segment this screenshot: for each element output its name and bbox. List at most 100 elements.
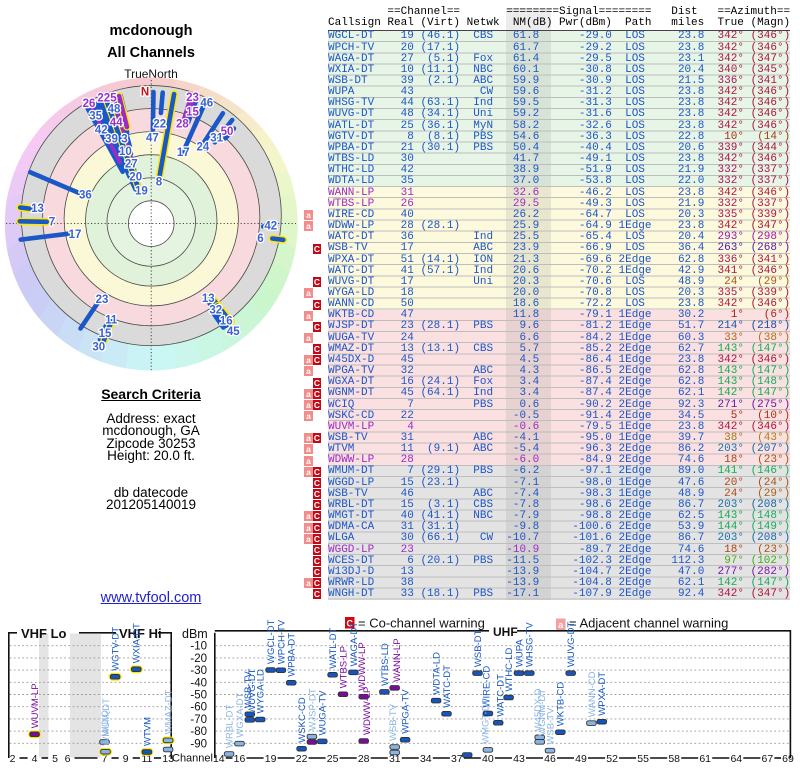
svg-text:17: 17 [69,229,82,241]
svg-text:WGXA-DT: WGXA-DT [235,693,246,738]
svg-text:-10: -10 [190,641,207,653]
svg-text:WSKC-CD: WSKC-CD [297,697,308,743]
svg-text:WJSP-DT: WJSP-DT [307,688,318,730]
svg-text:49: 49 [575,753,587,765]
svg-text:3: 3 [121,133,127,145]
svg-text:WUGA-TV: WUGA-TV [318,690,329,736]
svg-text:27: 27 [125,159,138,171]
svg-text:11: 11 [105,315,118,327]
svg-text:31: 31 [389,753,401,765]
svg-text:61: 61 [699,753,711,765]
svg-text:69: 69 [782,753,794,765]
svg-text:VHF Hi: VHF Hi [119,626,162,641]
svg-text:WANN-LP: WANN-LP [392,638,403,681]
svg-text:WXIA-DT: WXIA-DT [132,623,143,663]
svg-text:52: 52 [606,753,618,765]
svg-text:WDWW-LP: WDWW-LP [362,687,373,735]
svg-text:25: 25 [327,753,339,765]
svg-text:WUPA: WUPA [514,639,525,667]
svg-text:17: 17 [177,147,190,159]
svg-text:9: 9 [123,753,129,765]
svg-text:WSB-DT: WSB-DT [473,629,484,667]
svg-text:WPXA-DT: WPXA-DT [597,672,608,716]
svg-text:64: 64 [730,753,742,765]
svg-text:WUVM-LP: WUVM-LP [30,683,41,728]
svg-text:WMUM-DT: WMUM-DT [101,698,112,746]
svg-text:Channel: Channel [172,753,213,765]
svg-text:= Adjacent channel warning: = Adjacent channel warning [569,616,728,631]
svg-text:6: 6 [257,233,263,245]
svg-text:VHF Lo: VHF Lo [21,626,67,641]
svg-text:28: 28 [176,119,189,131]
svg-text:8: 8 [156,177,163,189]
svg-text:WTHC-LD: WTHC-LD [504,648,515,692]
svg-text:46: 46 [200,97,213,109]
svg-text:23: 23 [186,92,199,104]
svg-text:58: 58 [668,753,680,765]
svg-text:22: 22 [296,753,308,765]
svg-text:WSB-TV: WSB-TV [545,707,556,745]
svg-text:WSB-TV: WSB-TV [388,703,399,741]
svg-text:45: 45 [227,326,240,338]
svg-text:13: 13 [202,293,215,305]
svg-text:67: 67 [762,753,774,765]
svg-text:31: 31 [210,132,223,144]
svg-text:-30: -30 [190,665,207,677]
svg-text:WKTB-CD: WKTB-CD [556,682,567,726]
svg-text:15: 15 [99,328,112,340]
svg-text:W45DX-D: W45DX-D [533,688,544,731]
svg-text:WDTA-LD: WDTA-LD [432,652,443,695]
svg-text:13: 13 [162,753,174,765]
svg-text:WGNM-DT: WGNM-DT [537,689,548,736]
svg-text:WATC-DT: WATC-DT [496,674,507,717]
svg-text:-20: -20 [190,653,207,665]
svg-text:C: C [346,619,353,629]
svg-text:-40: -40 [190,677,207,689]
svg-text:WMAZ-DT: WMAZ-DT [164,689,175,734]
svg-text:-70: -70 [190,714,207,726]
svg-text:WATL-DT: WATL-DT [328,627,339,668]
svg-text:39: 39 [105,133,118,145]
svg-text:7: 7 [49,217,55,229]
svg-text:55: 55 [637,753,649,765]
svg-text:WCIQ: WCIQ [100,710,111,736]
svg-text:-90: -90 [190,738,207,750]
svg-text:15: 15 [186,106,199,118]
svg-text:UHF: UHF [493,625,518,639]
svg-text:28: 28 [358,753,370,765]
svg-text:14: 14 [213,753,225,765]
svg-text:7: 7 [102,753,108,765]
svg-text:11: 11 [141,753,152,765]
svg-text:46: 46 [544,753,556,765]
svg-text:WHSG-TV: WHSG-TV [525,622,536,668]
svg-text:WIRE-CD: WIRE-CD [481,666,492,708]
svg-text:10: 10 [119,146,132,158]
svg-text:5: 5 [52,753,58,765]
svg-text:WPCH-TV: WPCH-TV [276,619,287,664]
svg-text:35: 35 [89,110,102,122]
svg-text:WAGA-DT: WAGA-DT [349,622,360,667]
svg-text:26: 26 [83,98,96,110]
svg-text:a: a [558,620,564,630]
svg-text:WTBS-LP: WTBS-LP [338,646,349,688]
svg-text:37: 37 [451,753,463,765]
svg-text:50: 50 [221,126,234,138]
svg-text:WYGA-LD: WYGA-LD [256,669,267,713]
svg-text:43: 43 [513,753,525,765]
svg-text:48: 48 [108,103,121,115]
svg-text:-50: -50 [190,690,207,702]
svg-text:N: N [141,86,149,98]
svg-text:34: 34 [420,753,432,765]
svg-text:WANN-CD: WANN-CD [587,671,598,717]
svg-text:-80: -80 [190,726,207,738]
svg-text:WUVG-DT: WUVG-DT [247,668,258,714]
svg-text:WDWW-LP: WDWW-LP [357,642,368,690]
svg-text:47: 47 [146,132,159,144]
svg-text:24: 24 [197,142,210,154]
svg-text:6: 6 [65,753,71,765]
svg-text:20: 20 [129,171,142,183]
svg-text:19: 19 [135,185,148,197]
svg-text:22: 22 [153,118,166,130]
svg-text:42: 42 [264,221,277,233]
svg-text:-60: -60 [190,702,207,714]
